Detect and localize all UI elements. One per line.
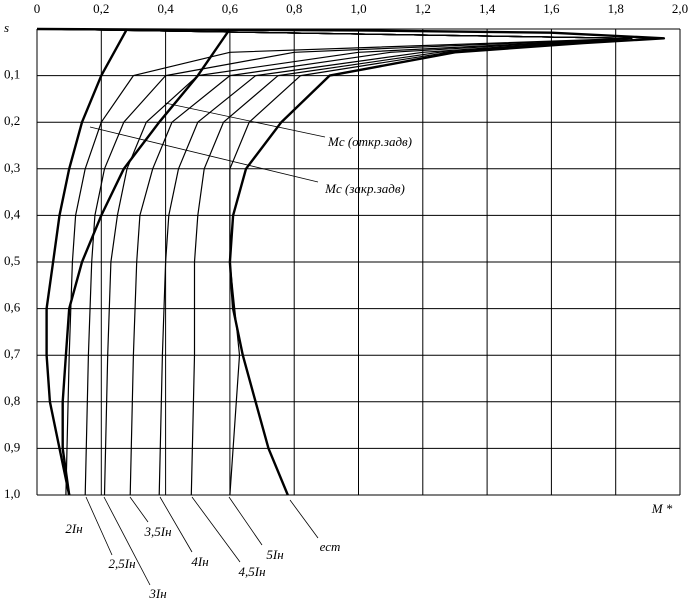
y-tick-label: 0,6 bbox=[4, 300, 21, 315]
curve bbox=[36, 28, 633, 496]
leader-line bbox=[164, 102, 326, 138]
x-axis-label: M * bbox=[651, 501, 673, 516]
x-tick-label: 0,2 bbox=[93, 1, 109, 16]
x-tick-label: 0,8 bbox=[286, 1, 302, 16]
x-tick-label: 2,0 bbox=[672, 1, 688, 16]
x-tick-label: 0 bbox=[34, 1, 41, 16]
leader-line bbox=[89, 126, 319, 183]
series-label: 2Iн bbox=[65, 521, 82, 536]
leader-line bbox=[85, 496, 113, 556]
curve bbox=[36, 28, 633, 496]
series-label: 2,5Iн bbox=[108, 556, 135, 571]
leader-line bbox=[191, 496, 241, 563]
series-label: Mс (закр.задв) bbox=[324, 181, 405, 196]
x-tick-label: 0,4 bbox=[157, 1, 174, 16]
series-label: 5Iн bbox=[266, 547, 283, 562]
y-tick-label: 0,7 bbox=[4, 346, 21, 361]
y-tick-label: 0,5 bbox=[4, 253, 20, 268]
x-tick-label: 1,2 bbox=[415, 1, 431, 16]
curve bbox=[61, 28, 231, 496]
y-tick-label: 1,0 bbox=[4, 486, 20, 501]
series-label: ест bbox=[320, 539, 341, 554]
x-tick-label: 1,6 bbox=[543, 1, 560, 16]
series-label: 3,5Iн bbox=[143, 524, 171, 539]
y-tick-label: 0,9 bbox=[4, 439, 20, 454]
leader-line bbox=[159, 496, 193, 553]
leader-line bbox=[289, 499, 319, 539]
leader-line bbox=[103, 496, 151, 586]
x-tick-label: 1,8 bbox=[608, 1, 624, 16]
x-tick-label: 1,4 bbox=[479, 1, 496, 16]
y-tick-label: 0,3 bbox=[4, 160, 20, 175]
curve bbox=[45, 28, 129, 496]
x-tick-label: 0,6 bbox=[222, 1, 239, 16]
y-tick-label: 0,2 bbox=[4, 113, 20, 128]
x-tick-label: 1,0 bbox=[350, 1, 366, 16]
y-tick-label: s bbox=[4, 20, 9, 35]
series-label: 4Iн bbox=[191, 554, 208, 569]
curve bbox=[36, 27, 666, 496]
series-label: 3Iн bbox=[148, 586, 166, 601]
y-tick-label: 0,8 bbox=[4, 393, 20, 408]
leader-line bbox=[228, 496, 263, 546]
curve bbox=[36, 28, 633, 496]
y-tick-label: 0,4 bbox=[4, 206, 21, 221]
curve bbox=[36, 28, 633, 496]
series-label: Mс (откр.задв) bbox=[327, 134, 412, 149]
series-label: 4,5Iн bbox=[238, 564, 265, 579]
leader-line bbox=[129, 496, 149, 523]
y-tick-label: 0,1 bbox=[4, 67, 20, 82]
